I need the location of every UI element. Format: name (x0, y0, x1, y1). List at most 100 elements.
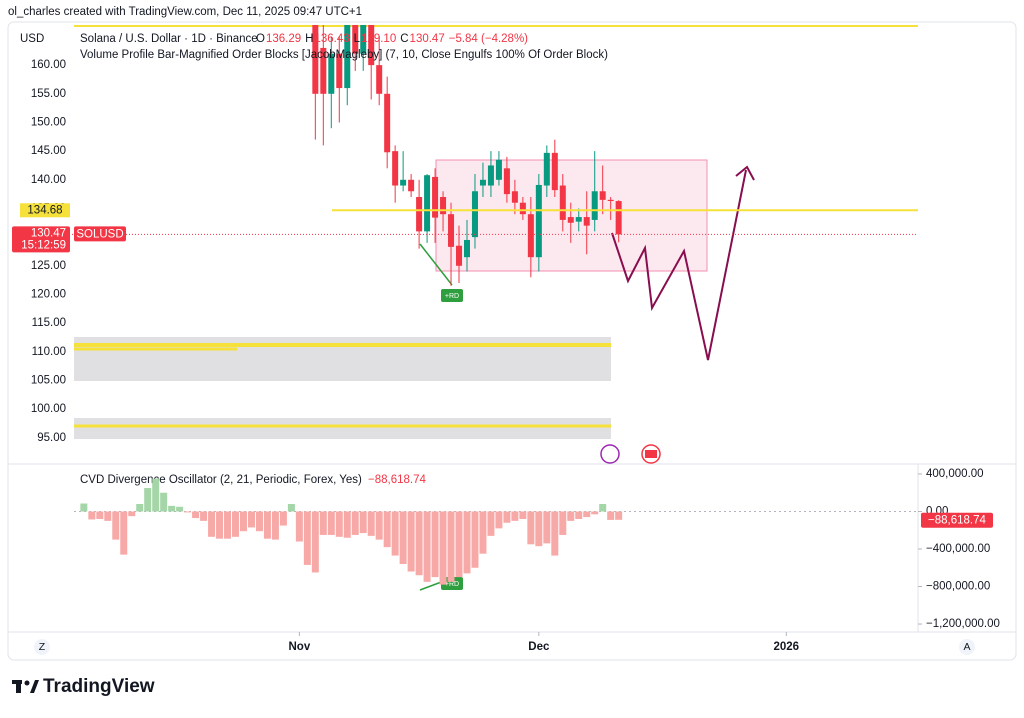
y-tick-label: −800,000.00 (926, 581, 990, 593)
cvd-bar (239, 511, 247, 532)
candle-body (360, 25, 367, 54)
symbol: Solana / U.S. Dollar · 1D · Binance (80, 33, 258, 45)
cvd-bar (543, 511, 551, 544)
cvd-bar (184, 511, 192, 513)
cvd-bar (88, 511, 96, 520)
candle-body (591, 191, 598, 220)
cvd-bar (615, 511, 623, 520)
cvd-bar (112, 511, 120, 540)
projection-path (611, 169, 747, 361)
cvd-bar (583, 511, 591, 518)
y-tick-label: 95.00 (37, 432, 66, 444)
projection-arrow (735, 165, 755, 181)
candle-body (471, 191, 478, 238)
cvd-bar (319, 511, 327, 535)
currency-box (14, 30, 50, 48)
cvd-bar (439, 511, 447, 585)
divergence-line (419, 243, 453, 286)
y-tick-label: 100.00 (31, 403, 66, 415)
symbol-label: SOLUSD (76, 228, 123, 240)
cvd-bar (224, 511, 232, 539)
y-tick-label: 120.00 (31, 288, 66, 300)
candle-body (479, 179, 486, 186)
candle-body (527, 214, 534, 258)
candle-body (567, 217, 574, 223)
flag-stripes (645, 450, 657, 458)
cvd-bar (216, 511, 224, 539)
level-label: 134.68 (27, 204, 62, 216)
cvd-bar (551, 511, 559, 556)
cvd-bar (607, 511, 615, 520)
y-tick-label: 105.00 (31, 374, 66, 386)
cvd-bar (200, 511, 208, 521)
y-tick-label: 400,000.00 (926, 468, 984, 480)
cvd-bar (495, 511, 503, 529)
cvd-bar (192, 511, 200, 519)
candle-body (519, 202, 526, 215)
cvd-bar (535, 511, 543, 547)
symbol-pill (74, 226, 126, 242)
candle-body (559, 185, 566, 220)
cvd-bar (431, 511, 439, 578)
order-block (435, 159, 708, 272)
scale-button[interactable] (959, 639, 975, 655)
ohlc-legend: O 136.29 H 136.43 L 129.10 C 130.47 −5.84 (−4.28… (256, 33, 528, 45)
cvd-bar (208, 511, 216, 537)
cvd-bar (423, 511, 431, 582)
divergence-label: +RD (445, 293, 459, 300)
ohlc-key: H (305, 33, 313, 45)
y-tick-label: −400,000.00 (926, 543, 990, 555)
scroll-left[interactable]: Z (39, 641, 46, 653)
y-tick-label: 150.00 (31, 116, 66, 128)
cvd-bar (503, 511, 511, 523)
candle-body (503, 168, 510, 195)
cvd-bar (591, 511, 599, 515)
event-icon[interactable] (600, 444, 620, 464)
candle-body (344, 25, 351, 89)
ohlc-value: 136.43 (314, 33, 349, 45)
candle-body (511, 191, 518, 203)
candle-body (448, 214, 455, 247)
ohlc-key: L (354, 33, 361, 45)
cvd-bar (232, 511, 240, 537)
x-tick-label: 2026 (773, 641, 799, 653)
cvd-bar (327, 511, 335, 535)
cvd-bar (295, 511, 303, 542)
y-tick-label: 160.00 (31, 59, 66, 71)
candle-body (487, 165, 494, 186)
credit: ol_charles created with TradingView.com,… (8, 6, 362, 18)
cvd-bar (391, 511, 399, 556)
cvd-bar (359, 511, 367, 534)
y-tick-label: 115.00 (32, 317, 66, 329)
x-tick-label: Nov (288, 641, 310, 653)
level-pill (20, 203, 70, 218)
cvd-bar (311, 511, 319, 573)
cvd-bar (80, 503, 88, 512)
candle-body (408, 179, 415, 192)
candle-body (456, 245, 463, 266)
cvd-title: CVD Divergence Oscillator (2, 21, Period… (80, 474, 362, 486)
y-tick-label: −1,200,000.00 (926, 618, 1000, 630)
candle-body (607, 199, 614, 202)
candle-body (392, 151, 399, 186)
candle-body (416, 196, 423, 232)
cvd-bar (527, 511, 535, 545)
auto-scale[interactable]: A (963, 641, 970, 653)
cvd-bar (343, 511, 351, 538)
candle-body (400, 179, 407, 186)
logo: TradingView (43, 676, 155, 697)
cvd-bar (120, 511, 128, 555)
cvd-bar (575, 511, 583, 519)
ohlc-key: C (400, 33, 408, 45)
divergence-badge (441, 289, 463, 302)
candle-body (583, 217, 590, 226)
candle-body (424, 175, 431, 232)
scroll-button[interactable] (34, 639, 50, 655)
candle-body (320, 47, 327, 94)
cvd-bar (104, 511, 112, 521)
y-tick-label: 125.00 (31, 260, 66, 272)
last-value-pill (921, 512, 993, 528)
cvd-bar (303, 511, 311, 565)
cvd-bar (479, 511, 487, 554)
logo-mark (12, 680, 39, 693)
